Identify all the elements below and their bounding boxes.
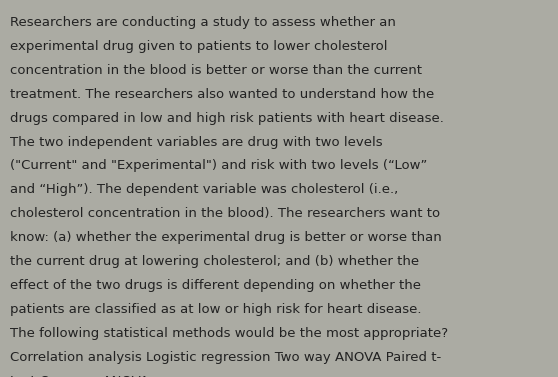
- Text: test One way ANOVA: test One way ANOVA: [10, 375, 149, 377]
- Text: cholesterol concentration in the blood). The researchers want to: cholesterol concentration in the blood).…: [10, 207, 440, 220]
- Text: effect of the two drugs is different depending on whether the: effect of the two drugs is different dep…: [10, 279, 421, 292]
- Text: know: (a) whether the experimental drug is better or worse than: know: (a) whether the experimental drug …: [10, 231, 442, 244]
- Text: patients are classified as at low or high risk for heart disease.: patients are classified as at low or hig…: [10, 303, 421, 316]
- Text: The two independent variables are drug with two levels: The two independent variables are drug w…: [10, 136, 383, 149]
- Text: experimental drug given to patients to lower cholesterol: experimental drug given to patients to l…: [10, 40, 388, 53]
- Text: Correlation analysis Logistic regression Two way ANOVA Paired t-: Correlation analysis Logistic regression…: [10, 351, 441, 364]
- Text: treatment. The researchers also wanted to understand how the: treatment. The researchers also wanted t…: [10, 88, 434, 101]
- Text: drugs compared in low and high risk patients with heart disease.: drugs compared in low and high risk pati…: [10, 112, 444, 124]
- Text: and “High”). The dependent variable was cholesterol (i.e.,: and “High”). The dependent variable was …: [10, 184, 398, 196]
- Text: ("Current" and "Experimental") and risk with two levels (“Low”: ("Current" and "Experimental") and risk …: [10, 159, 427, 172]
- Text: the current drug at lowering cholesterol; and (b) whether the: the current drug at lowering cholesterol…: [10, 255, 419, 268]
- Text: concentration in the blood is better or worse than the current: concentration in the blood is better or …: [10, 64, 422, 77]
- Text: The following statistical methods would be the most appropriate?: The following statistical methods would …: [10, 327, 448, 340]
- Text: Researchers are conducting a study to assess whether an: Researchers are conducting a study to as…: [10, 16, 396, 29]
